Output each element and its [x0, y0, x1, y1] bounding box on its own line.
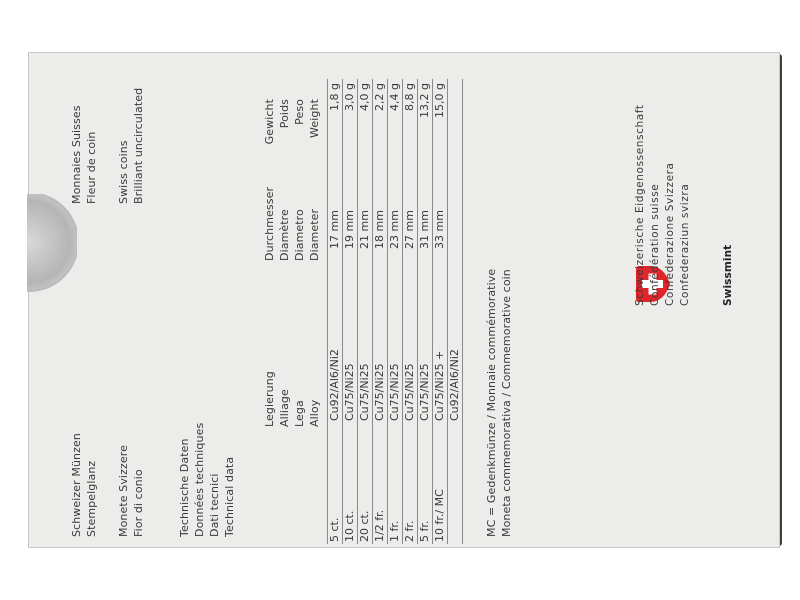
header-weight-it: Peso — [293, 99, 306, 125]
cell-diameter — [447, 137, 463, 251]
table-row: 10 fr./ MC Cu75/Ni25 +33 mm 15,0 g — [432, 79, 448, 544]
technical-title-fr: Données techniques — [193, 422, 206, 537]
cell-alloy: Cu75/Ni25 — [387, 251, 403, 423]
coin-set-card: Schweizer Münzen Stempelglanz Monete Svi… — [27, 52, 780, 548]
header-alloy-it: Lega — [293, 400, 306, 427]
table-row: 10 ct. Cu75/Ni25 19 mm 3,0 g — [342, 79, 358, 544]
cell-coin: 10 fr./ MC — [432, 423, 448, 544]
technical-title-en: Technical data — [223, 456, 236, 537]
cell-coin: 1/2 fr. — [372, 423, 388, 544]
subtitle-it: Fior di conio — [132, 469, 145, 537]
table-row: 2 fr. Cu75/Ni25 27 mm 8,8 g — [402, 79, 418, 544]
confederation-rm: Confederaziun svizra — [679, 183, 691, 306]
cell-coin: 10 ct. — [342, 423, 358, 544]
cell-alloy: Cu75/Ni25 — [417, 251, 433, 423]
header-diameter-de: Durchmesser — [263, 186, 276, 261]
cell-weight: 4,4 g — [387, 79, 403, 137]
header-weight-de: Gewicht — [263, 99, 276, 145]
header-alloy-de: Legierung — [263, 371, 276, 427]
cell-coin: 20 ct. — [357, 423, 373, 544]
swiss-shield-icon — [636, 266, 670, 302]
footnote-line-2: Moneta commemorativa / Commemorative coi… — [500, 269, 513, 537]
technical-data-table: 5 ct. Cu92/Al6/Ni2 17 mm 1,8 g 10 ct. Cu75/Ni… — [327, 79, 463, 544]
cell-weight: 3,0 g — [342, 79, 358, 137]
title-en: Swiss coins — [117, 140, 130, 204]
cell-alloy: Cu92/Al6/Ni2 — [447, 251, 463, 423]
cell-weight: 8,8 g — [402, 79, 418, 137]
cell-diameter: 23 mm — [387, 137, 403, 251]
cell-weight: 13,2 g — [417, 79, 433, 137]
cell-diameter: 21 mm — [357, 137, 373, 251]
table-row: 20 ct. Cu75/Ni25 21 mm 4,0 g — [357, 79, 373, 544]
header-diameter-en: Diameter — [308, 208, 321, 261]
cell-diameter: 33 mm — [432, 137, 448, 251]
technical-title-it: Dati tecnici — [208, 473, 221, 537]
coin-window — [27, 194, 77, 292]
header-weight-fr: Poids — [278, 99, 291, 129]
cell-diameter: 31 mm — [417, 137, 433, 251]
cell-weight: 15,0 g — [432, 79, 448, 137]
footnote-line-1: MC = Gedenkmünze / Monnaie commémorative — [485, 268, 498, 537]
cell-weight: 1,8 g — [327, 79, 343, 137]
cell-diameter: 17 mm — [327, 137, 343, 251]
cell-diameter: 18 mm — [372, 137, 388, 251]
swissmint-logo-text: Swissmint — [722, 244, 734, 306]
table-row: Cu92/Al6/Ni2 — [447, 79, 463, 544]
cell-alloy: Cu75/Ni25 + — [432, 251, 448, 423]
table-row: 1 fr. Cu75/Ni25 23 mm 4,4 g — [387, 79, 403, 544]
header-weight-en: Weight — [308, 99, 321, 138]
title-de: Schweizer Münzen — [70, 433, 83, 537]
title-fr: Monnaies Suisses — [70, 105, 83, 204]
cell-weight: 2,2 g — [372, 79, 388, 137]
table-row: 1/2 fr. Cu75/Ni25 18 mm 2,2 g — [372, 79, 388, 544]
header-alloy-en: Alloy — [308, 399, 321, 427]
coin-image — [27, 194, 77, 292]
cell-weight: 4,0 g — [357, 79, 373, 137]
cell-alloy: Cu75/Ni25 — [357, 251, 373, 423]
cell-alloy: Cu75/Ni25 — [342, 251, 358, 423]
cell-alloy: Cu75/Ni25 — [372, 251, 388, 423]
cell-diameter: 19 mm — [342, 137, 358, 251]
header-diameter-it: Diametro — [293, 209, 306, 261]
table-row: 5 ct. Cu92/Al6/Ni2 17 mm 1,8 g — [327, 79, 343, 544]
confederation-it: Confederazione Svizzera — [664, 162, 676, 306]
cell-weight — [447, 79, 463, 137]
subtitle-de: Stempelglanz — [85, 460, 98, 537]
cell-alloy: Cu75/Ni25 — [402, 251, 418, 423]
cell-coin: 5 ct. — [327, 423, 343, 544]
title-it: Monete Svizzere — [117, 445, 130, 537]
header-alloy-fr: Alliage — [278, 389, 291, 427]
table-row: 5 fr. Cu75/Ni25 31 mm 13,2 g — [417, 79, 433, 544]
cell-coin: 5 fr. — [417, 423, 433, 544]
cell-coin: 2 fr. — [402, 423, 418, 544]
technical-title-de: Technische Daten — [178, 438, 191, 537]
confederation-fr: Confédération suisse — [649, 183, 661, 306]
subtitle-en: Brilliant uncirculated — [132, 87, 145, 204]
cell-coin: 1 fr. — [387, 423, 403, 544]
subtitle-fr: Fleur de coin — [85, 131, 98, 205]
cell-diameter: 27 mm — [402, 137, 418, 251]
header-diameter-fr: Diamètre — [278, 209, 291, 261]
cell-alloy: Cu92/Al6/Ni2 — [327, 251, 343, 423]
cell-coin — [447, 423, 463, 544]
confederation-de: Schweizerische Eidgenossenschaft — [634, 104, 646, 306]
